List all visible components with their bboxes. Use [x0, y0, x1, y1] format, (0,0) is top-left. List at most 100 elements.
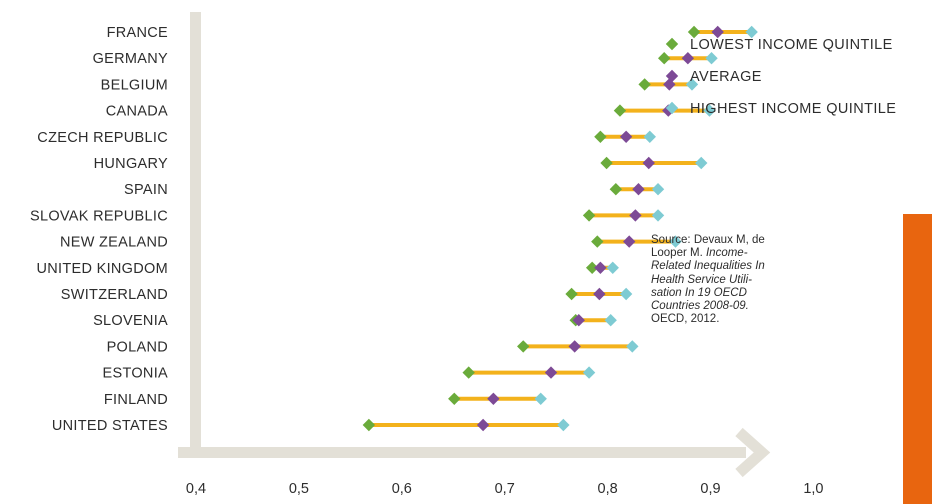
country-label: CZECH REPUBLIC: [37, 130, 168, 146]
data-row: [582, 209, 665, 222]
source-suffix: OECD, 2012.: [651, 313, 720, 326]
data-row: [448, 392, 547, 405]
data-row: [657, 52, 718, 65]
average-marker: [594, 261, 607, 274]
country-labels: FRANCE GERMANY BELGIUM CANADA CZECH REPUBLIC…: [30, 25, 168, 434]
lowest-quintile-marker: [591, 235, 604, 248]
country-label: ESTONIA: [103, 366, 169, 382]
x-tick-label: 1,0: [803, 481, 823, 497]
average-marker: [662, 104, 675, 117]
legend-label: HIGHEST INCOME QUINTILE: [690, 101, 896, 117]
average-marker: [544, 366, 558, 379]
highest-quintile-marker: [619, 287, 633, 301]
lowest-quintile-marker: [609, 183, 623, 196]
legend-label: AVERAGE: [690, 69, 762, 85]
legend-label: LOWEST INCOME QUINTILE: [690, 37, 893, 53]
average-marker: [572, 314, 585, 327]
highest-quintile-marker: [606, 261, 619, 274]
legend-marker: [665, 37, 679, 51]
axes: [178, 12, 771, 478]
lowest-quintile-marker: [613, 104, 627, 117]
lowest-quintile-marker: [600, 156, 613, 170]
lowest-quintile-marker: [638, 78, 651, 91]
x-tick-label: 0,6: [392, 481, 412, 497]
x-tick-label: 0,9: [700, 481, 720, 497]
data-row: [565, 287, 633, 301]
highest-quintile-marker: [745, 25, 758, 39]
country-label: FINLAND: [104, 392, 168, 408]
data-row: [613, 104, 716, 117]
x-tick-label: 0,5: [289, 481, 309, 497]
average-marker: [711, 25, 724, 39]
highest-quintile-marker: [582, 366, 596, 379]
average-marker: [642, 156, 655, 170]
average-marker: [623, 235, 636, 248]
average-marker: [568, 340, 581, 353]
x-tick-label: 0,8: [598, 481, 618, 497]
lowest-quintile-marker: [594, 130, 607, 143]
lowest-quintile-marker: [462, 366, 475, 379]
country-label: SLOVENIA: [93, 313, 168, 329]
x-tick-label: 0,4: [186, 481, 206, 497]
legend-marker: [665, 101, 679, 115]
country-label: HUNGARY: [94, 156, 168, 172]
data-row: [687, 25, 758, 39]
data-row: [585, 261, 619, 274]
data-row: [569, 314, 617, 327]
country-label: CANADA: [106, 104, 168, 120]
highest-quintile-marker: [643, 130, 656, 143]
legend-marker: [665, 69, 679, 83]
lowest-quintile-marker: [582, 209, 596, 222]
average-marker: [593, 287, 606, 301]
data-rows: [362, 25, 758, 432]
average-marker: [681, 52, 695, 65]
average-marker: [629, 209, 642, 222]
x-axis-line: [178, 447, 746, 458]
highest-quintile-marker: [695, 156, 708, 170]
source-prefix: Source: Devaux M, de Looper M.: [651, 234, 765, 260]
highest-quintile-marker: [651, 209, 665, 222]
highest-quintile-marker: [669, 235, 682, 248]
y-axis-line: [190, 12, 201, 458]
data-row: [594, 130, 656, 143]
country-label: SLOVAK REPUBLIC: [30, 208, 168, 224]
country-label: UNITED STATES: [52, 418, 168, 434]
average-marker: [632, 183, 645, 196]
highest-quintile-marker: [557, 418, 570, 432]
x-ticks: 0,4 0,5 0,6 0,7 0,8 0,9 1,0: [186, 481, 824, 497]
highest-quintile-marker: [604, 314, 617, 327]
country-label: SWITZERLAND: [61, 287, 168, 303]
accent-bar: [903, 214, 932, 504]
data-row: [600, 156, 708, 170]
average-marker: [619, 130, 633, 143]
data-row: [462, 366, 596, 379]
lowest-quintile-marker: [362, 418, 376, 432]
country-label: UNITED KINGDOM: [37, 261, 168, 277]
country-label: FRANCE: [107, 25, 168, 41]
source-note: Source: Devaux M, de Looper M. Income-Re…: [651, 234, 769, 326]
lowest-quintile-marker: [585, 261, 599, 274]
average-marker: [487, 392, 500, 405]
highest-quintile-marker: [626, 340, 639, 353]
data-row: [609, 183, 665, 196]
country-label: NEW ZEALAND: [60, 235, 168, 251]
x-axis-arrowhead: [735, 427, 771, 478]
average-marker: [663, 78, 676, 91]
average-marker: [476, 418, 490, 432]
lowest-quintile-marker: [565, 287, 578, 301]
data-row: [591, 235, 682, 248]
country-label: SPAIN: [124, 182, 168, 198]
lowest-quintile-marker: [448, 392, 461, 405]
country-label: GERMANY: [93, 51, 168, 67]
x-tick-label: 0,7: [495, 481, 515, 497]
lowest-quintile-marker: [657, 52, 671, 65]
country-label: POLAND: [107, 339, 168, 355]
data-row: [517, 340, 639, 353]
lowest-quintile-marker: [517, 340, 530, 353]
highest-quintile-marker: [703, 104, 716, 117]
data-row: [638, 78, 699, 91]
highest-quintile-marker: [705, 52, 718, 65]
data-row: [362, 418, 570, 432]
highest-quintile-marker: [651, 183, 665, 196]
